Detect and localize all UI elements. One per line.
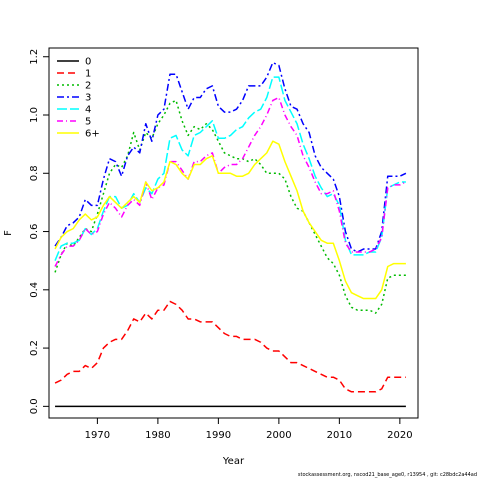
legend-label-3: 3	[85, 93, 91, 104]
legend-label-6+: 6+	[85, 129, 100, 140]
x-axis-label: Year	[222, 456, 245, 467]
x-tick-label: 1980	[145, 430, 170, 441]
x-tick-label: 2020	[387, 430, 412, 441]
series-layer	[54, 61, 407, 408]
legend-label-2: 2	[85, 81, 91, 92]
legend-label-5: 5	[85, 117, 91, 128]
series-line-1	[54, 300, 406, 393]
x-axis: 1970 1980 1990 2000 2010 2020	[85, 418, 413, 441]
y-axis: 0.0 0.2 0.4 0.6 0.8 1.0 1.2	[29, 49, 49, 414]
plot-frame	[48, 47, 419, 419]
series-line-2	[54, 99, 406, 314]
series-line-3	[54, 61, 407, 253]
y-axis-label: F	[3, 230, 14, 236]
footnote: stockassessment.org, nscod21_base_age0, …	[297, 472, 477, 478]
y-tick-label: 0.4	[29, 282, 40, 298]
x-tick-label: 1990	[206, 430, 231, 441]
y-tick-label: 1.0	[29, 107, 40, 123]
x-tick-label: 2010	[327, 430, 352, 441]
y-tick-label: 0.8	[29, 165, 40, 181]
y-tick-label: 0.6	[29, 224, 40, 240]
series-line-6+	[54, 140, 406, 300]
y-tick-label: 1.2	[29, 49, 40, 65]
x-tick-label: 2000	[266, 430, 291, 441]
y-tick-label: 0.0	[29, 398, 40, 414]
legend-label-4: 4	[85, 105, 91, 116]
y-tick-label: 0.2	[29, 340, 40, 356]
legend-label-1: 1	[85, 69, 91, 80]
x-tick-label: 1970	[85, 430, 110, 441]
legend-label-0: 0	[85, 57, 91, 68]
series-line-5	[54, 96, 407, 267]
